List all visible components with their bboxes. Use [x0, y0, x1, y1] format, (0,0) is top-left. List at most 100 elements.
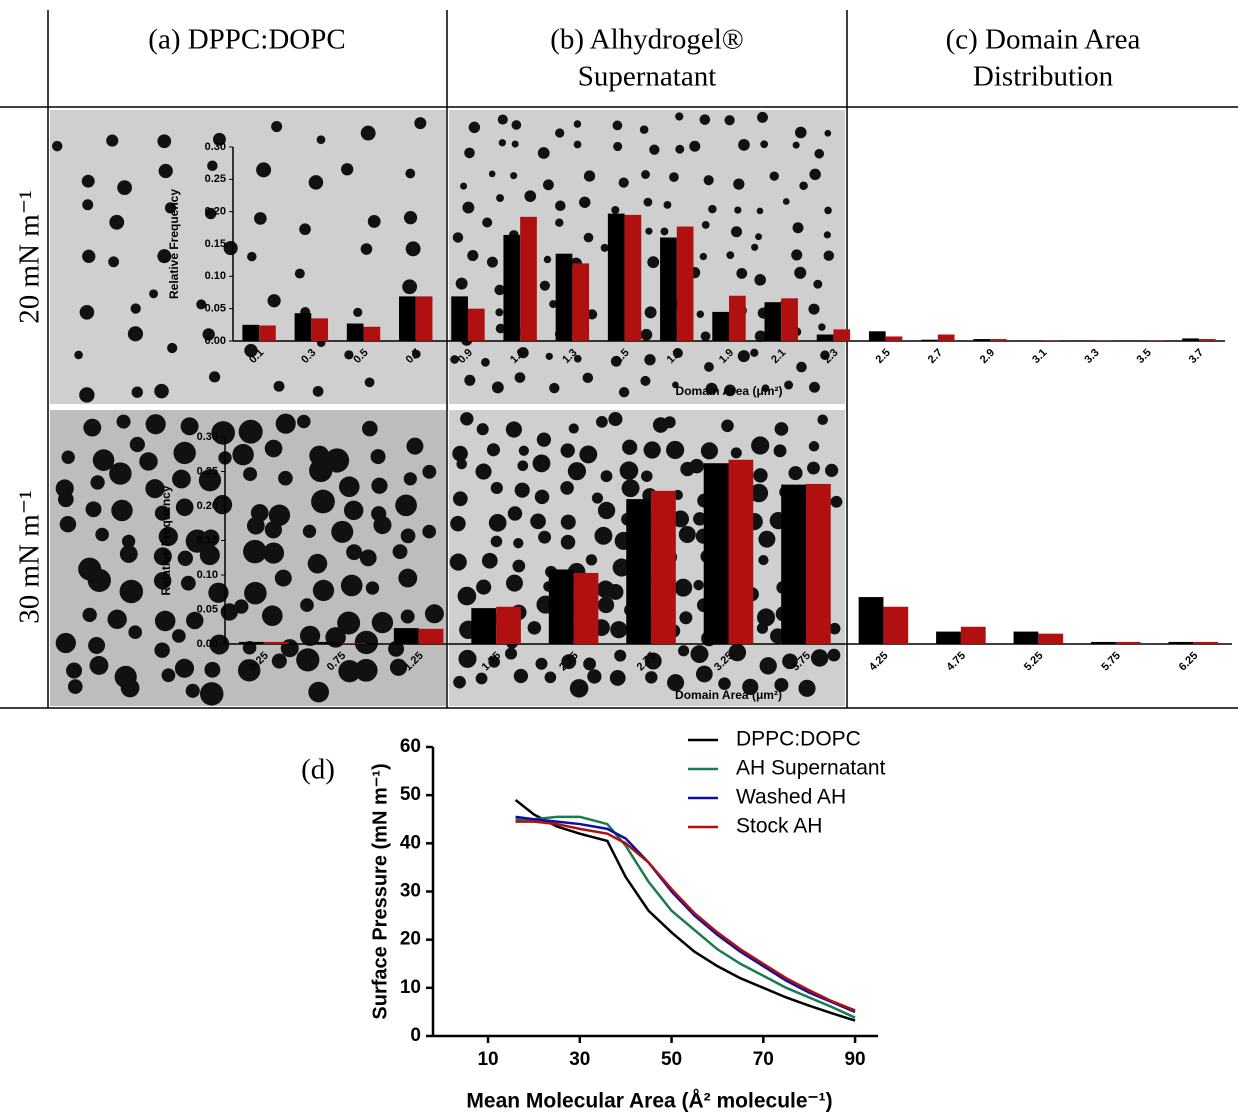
domain: [458, 649, 477, 668]
line: [515, 820, 856, 1012]
domain: [130, 303, 141, 314]
domain: [585, 554, 598, 566]
domain: [583, 232, 594, 243]
x-tick-label: 3.5: [1135, 347, 1154, 366]
domain: [530, 513, 546, 530]
domain: [542, 179, 554, 191]
domain: [175, 498, 194, 517]
domain: [618, 387, 630, 398]
domain: [699, 252, 708, 261]
domain: [809, 168, 821, 181]
domain: [543, 255, 552, 264]
bar: [1091, 641, 1116, 644]
domain: [792, 222, 804, 234]
domain: [312, 385, 324, 397]
domain: [360, 243, 373, 255]
bar: [242, 324, 260, 341]
domain: [660, 227, 669, 236]
y-tick-label: 0.10: [205, 270, 226, 282]
domain: [213, 132, 226, 146]
domain: [278, 470, 293, 486]
domain: [544, 671, 557, 684]
domain: [808, 303, 820, 315]
domain: [403, 211, 418, 225]
domain: [538, 530, 552, 544]
domain: [549, 300, 558, 309]
y-axis-label: Relative Frequency: [159, 485, 173, 595]
domain: [154, 610, 176, 632]
domain: [208, 371, 221, 383]
domain: [640, 375, 651, 386]
domain: [121, 534, 136, 548]
domain: [476, 579, 492, 595]
domain: [730, 226, 743, 238]
domain: [464, 374, 476, 386]
y-tick-label: 0.30: [197, 431, 218, 443]
domain: [830, 495, 843, 508]
domain: [796, 361, 807, 373]
domain: [555, 218, 564, 227]
domain: [154, 642, 170, 658]
domain: [612, 120, 623, 131]
domain: [274, 569, 292, 587]
domain: [109, 462, 132, 485]
y-tick-label: 0.15: [197, 534, 218, 546]
y-tick-label: 40: [400, 832, 421, 853]
domain: [750, 348, 759, 357]
domain: [55, 632, 76, 654]
domain: [300, 598, 314, 612]
domain: [476, 423, 489, 436]
domain: [186, 611, 204, 630]
domain: [583, 170, 596, 182]
bar: [626, 499, 652, 644]
bar: [868, 331, 886, 341]
domain: [809, 381, 820, 393]
domain: [788, 466, 803, 481]
domain: [119, 579, 144, 604]
domain: [395, 494, 417, 517]
domain: [560, 443, 575, 458]
domain: [309, 458, 333, 483]
domain: [398, 568, 418, 588]
domain: [475, 463, 492, 480]
domain: [107, 609, 127, 630]
domain: [154, 505, 171, 521]
domain: [311, 489, 335, 514]
domain: [244, 343, 258, 358]
domain: [67, 679, 83, 694]
domain: [510, 172, 518, 180]
domain: [490, 535, 503, 548]
domain: [74, 350, 83, 360]
domain: [721, 419, 734, 433]
x-tick-label: 6.25: [1177, 650, 1201, 674]
domain: [256, 162, 272, 178]
domain: [211, 421, 235, 445]
domain: [532, 454, 551, 473]
domain: [82, 249, 96, 263]
domain: [346, 544, 362, 561]
domain: [262, 542, 285, 564]
bar: [418, 628, 444, 644]
domain: [157, 134, 172, 149]
domain: [337, 611, 361, 635]
y-tick-label: 0.00: [205, 335, 226, 347]
domain: [693, 579, 704, 591]
domain: [280, 639, 299, 658]
domain: [449, 553, 467, 571]
bar: [712, 311, 729, 341]
domain: [582, 372, 594, 384]
column-header: Supernatant: [578, 61, 717, 93]
domain: [507, 506, 523, 521]
table-lines: [0, 10, 1238, 709]
domain: [247, 251, 257, 262]
domain: [611, 205, 620, 215]
domain: [403, 472, 417, 486]
domain: [66, 662, 83, 679]
x-tick-label: 2.7: [926, 347, 945, 366]
legend-label: DPPC:DOPC: [736, 728, 861, 751]
domain: [58, 491, 74, 508]
domain: [308, 175, 324, 190]
domain: [202, 328, 215, 341]
domain: [782, 198, 790, 205]
